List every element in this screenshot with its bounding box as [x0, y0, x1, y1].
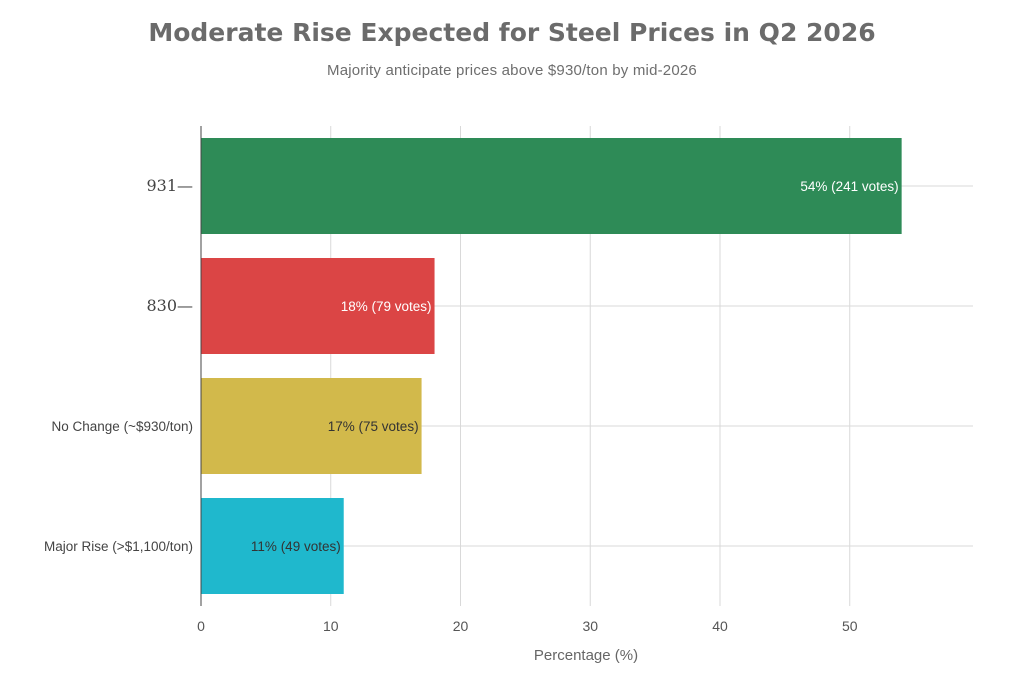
category-label: Major Rise (>$1,100/ton) [44, 539, 193, 554]
category-label: 931— [146, 176, 193, 195]
chart-subtitle: Majority anticipate prices above $930/to… [327, 62, 697, 79]
x-tick-labels: 0 10 20 30 40 50 [197, 618, 858, 634]
category-labels: 931— 830— No Change (~$930/ton) Major Rise … [44, 176, 193, 554]
x-tick-label: 10 [323, 618, 339, 634]
bar [201, 378, 422, 474]
x-tick-label: 30 [582, 618, 598, 634]
bar-data-label: 18% (79 votes) [341, 299, 432, 314]
chart-title: Moderate Rise Expected for Steel Prices … [148, 18, 876, 47]
category-label: No Change (~$930/ton) [52, 419, 193, 434]
bar-data-label: 11% (49 votes) [251, 539, 341, 554]
bars: 54% (241 votes) 18% (79 votes) 17% (75 vot… [201, 138, 902, 594]
x-axis-title: Percentage (%) [534, 647, 638, 664]
bar-data-label: 54% (241 votes) [800, 179, 898, 194]
bar [201, 498, 344, 594]
x-tick-label: 50 [842, 618, 858, 634]
bar [201, 138, 902, 234]
x-tick-label: 40 [712, 618, 728, 634]
x-tick-label: 0 [197, 618, 205, 634]
bar-data-label: 17% (75 votes) [328, 419, 419, 434]
category-label: 830— [146, 296, 193, 315]
bar [201, 258, 435, 354]
x-tick-label: 20 [453, 618, 469, 634]
